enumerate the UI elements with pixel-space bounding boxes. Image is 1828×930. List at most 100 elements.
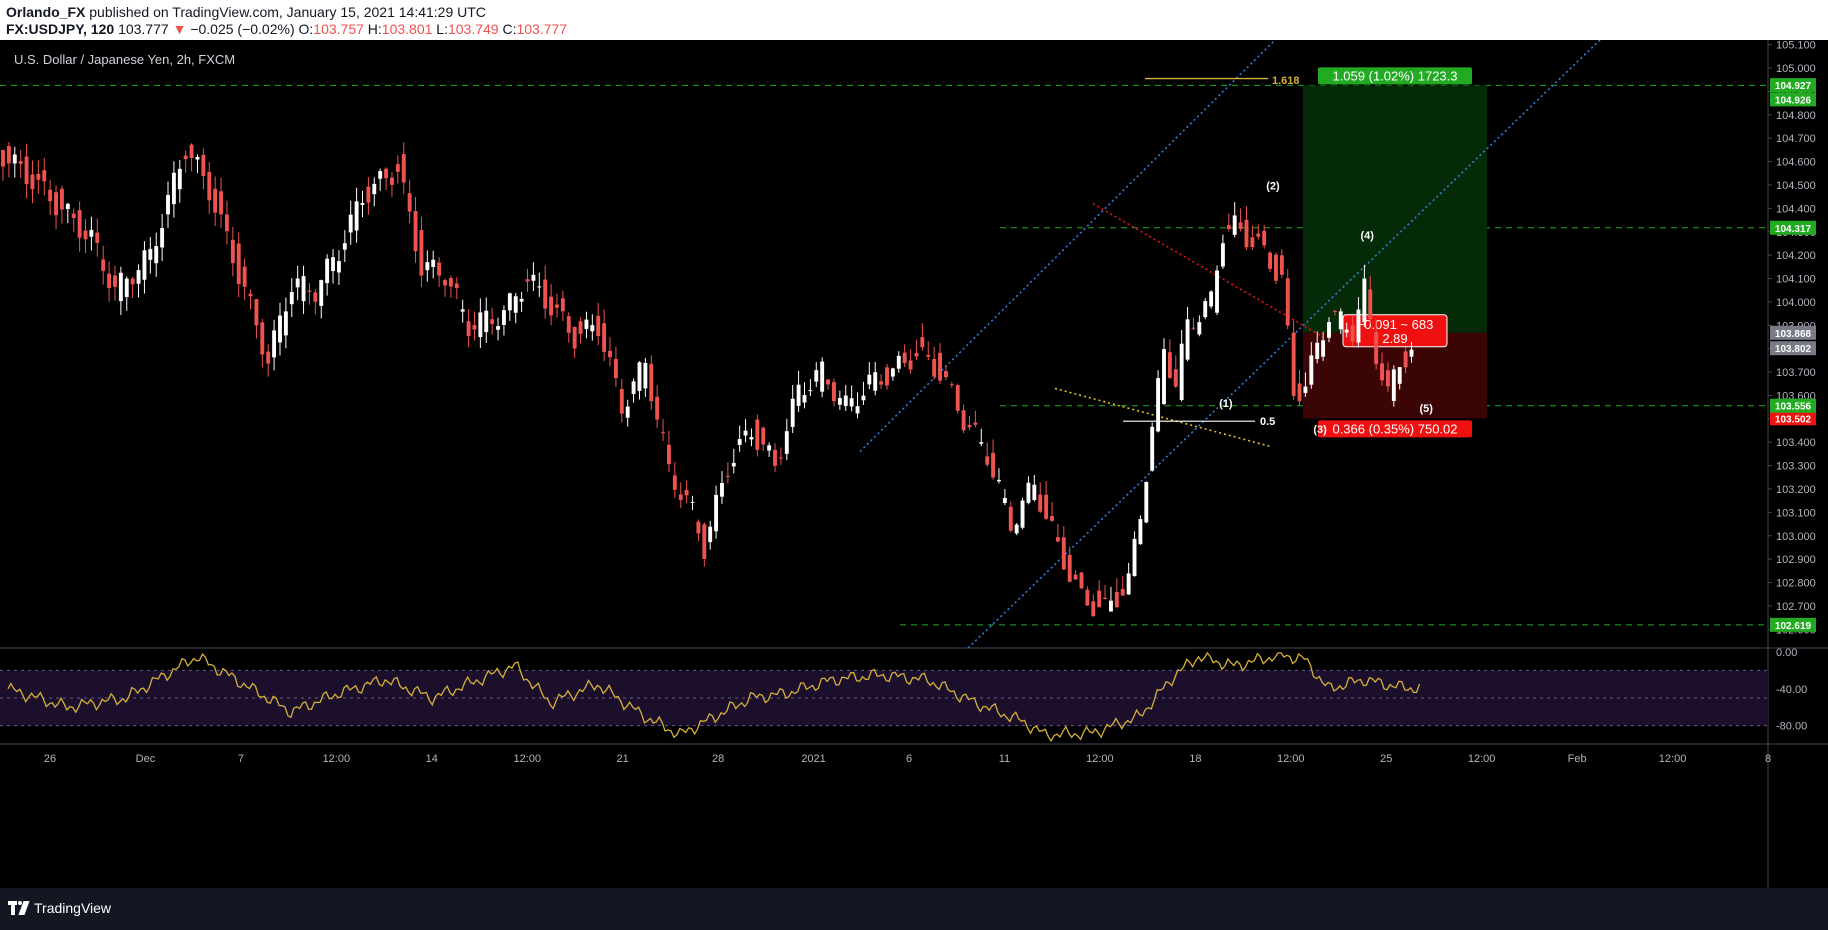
time-tick-label: 25 bbox=[1380, 753, 1392, 765]
header-bar: Orlando_FX published on TradingView.com,… bbox=[0, 0, 1828, 40]
candle-body bbox=[1150, 426, 1155, 471]
candle-body bbox=[83, 230, 88, 240]
candle-body bbox=[1055, 537, 1060, 542]
candle-body bbox=[401, 154, 406, 183]
time-tick-label: 12:00 bbox=[1086, 753, 1114, 765]
candle-body bbox=[949, 384, 954, 386]
candle-body bbox=[1268, 252, 1273, 269]
time-tick-label: 14 bbox=[426, 753, 438, 765]
candle-body bbox=[1332, 310, 1337, 312]
candle-body bbox=[613, 359, 618, 378]
candle-body bbox=[885, 367, 889, 386]
candle-body bbox=[849, 398, 854, 407]
author-name[interactable]: Orlando_FX bbox=[6, 4, 86, 20]
close-label: C: bbox=[502, 21, 517, 37]
candle-body bbox=[555, 304, 559, 308]
candle-body bbox=[1368, 289, 1373, 319]
candle-body bbox=[54, 192, 58, 216]
candle-body bbox=[331, 257, 335, 272]
candle-body bbox=[560, 298, 565, 312]
candle-body bbox=[307, 290, 312, 292]
time-tick-label: Dec bbox=[136, 753, 156, 765]
candle-body bbox=[24, 156, 29, 185]
high-label: H: bbox=[367, 21, 382, 37]
triangle-upper-line bbox=[1092, 203, 1324, 338]
time-tick-label: Feb bbox=[1568, 753, 1587, 765]
candle-body bbox=[702, 524, 707, 559]
candle-body bbox=[1327, 322, 1331, 338]
open-label: O: bbox=[298, 21, 314, 37]
candle-body bbox=[879, 381, 884, 385]
candle-body bbox=[1285, 278, 1290, 326]
candle-body bbox=[254, 299, 259, 326]
candle-body bbox=[837, 398, 842, 405]
candle-body bbox=[348, 214, 353, 233]
candle-body bbox=[1032, 484, 1037, 500]
chart-canvas[interactable]: 105.100105.000104.900104.800104.700104.6… bbox=[0, 40, 1828, 888]
candle-body bbox=[525, 279, 530, 282]
candle-body bbox=[1008, 506, 1013, 531]
candle-body bbox=[278, 315, 282, 343]
chart-area[interactable]: 105.100105.000104.900104.800104.700104.6… bbox=[0, 40, 1828, 888]
candle-body bbox=[1380, 363, 1384, 381]
candle-body bbox=[154, 246, 159, 264]
candle-body bbox=[1132, 538, 1137, 577]
candle-body bbox=[1297, 383, 1302, 402]
candle-body bbox=[519, 298, 524, 302]
candle-body bbox=[1085, 589, 1090, 606]
candle-body bbox=[1279, 255, 1284, 275]
candle-body bbox=[814, 370, 819, 382]
candle-body bbox=[778, 457, 783, 459]
candle-body bbox=[1397, 367, 1402, 384]
candle-body bbox=[873, 372, 878, 391]
candle-body bbox=[1262, 230, 1267, 246]
candle-body bbox=[236, 243, 241, 285]
candle-body bbox=[608, 350, 612, 358]
candle-body bbox=[902, 352, 907, 364]
candle-body bbox=[943, 371, 948, 378]
candle-body bbox=[395, 164, 400, 172]
candle-body bbox=[731, 462, 736, 467]
candle-body bbox=[484, 310, 489, 333]
candle-body bbox=[602, 323, 607, 352]
candle-body bbox=[914, 352, 919, 357]
candle-body bbox=[820, 361, 825, 392]
candle-body bbox=[1232, 215, 1237, 235]
candle-body bbox=[749, 437, 754, 440]
time-tick-label: 12:00 bbox=[1468, 753, 1496, 765]
candle-body bbox=[714, 494, 719, 532]
candle-body bbox=[95, 232, 100, 243]
candle-body bbox=[171, 172, 176, 205]
candle-body bbox=[826, 379, 831, 385]
fib-label: 0.5 bbox=[1260, 416, 1275, 428]
candle-body bbox=[507, 293, 512, 311]
candle-body bbox=[667, 444, 671, 465]
price-tick-label: 104.700 bbox=[1776, 133, 1816, 145]
candle-body bbox=[407, 193, 412, 212]
candle-body bbox=[366, 186, 371, 203]
candle-body bbox=[266, 351, 271, 364]
wave-label: (5) bbox=[1419, 403, 1433, 415]
candle-body bbox=[1338, 311, 1343, 330]
candle-body bbox=[1374, 332, 1379, 365]
level-badge-bg bbox=[1770, 617, 1816, 632]
tradingview-logo[interactable]: TradingView bbox=[8, 900, 111, 916]
candle-body bbox=[725, 475, 730, 477]
candle-body bbox=[708, 526, 713, 543]
candle-body bbox=[908, 360, 913, 370]
candle-body bbox=[1403, 351, 1408, 368]
price-tick-label: 105.000 bbox=[1776, 63, 1816, 75]
candle-body bbox=[985, 456, 990, 465]
candle-body bbox=[596, 315, 601, 337]
tradingview-icon bbox=[8, 901, 30, 915]
candle-body bbox=[71, 213, 76, 218]
candle-body bbox=[77, 210, 82, 238]
candle-body bbox=[437, 262, 442, 276]
candle-body bbox=[6, 146, 11, 164]
candle-body bbox=[431, 259, 436, 267]
candle-body bbox=[1079, 572, 1084, 589]
candle-body bbox=[136, 270, 141, 284]
candle-body bbox=[42, 170, 47, 182]
candle-body bbox=[472, 325, 477, 330]
candle-body bbox=[790, 398, 795, 427]
